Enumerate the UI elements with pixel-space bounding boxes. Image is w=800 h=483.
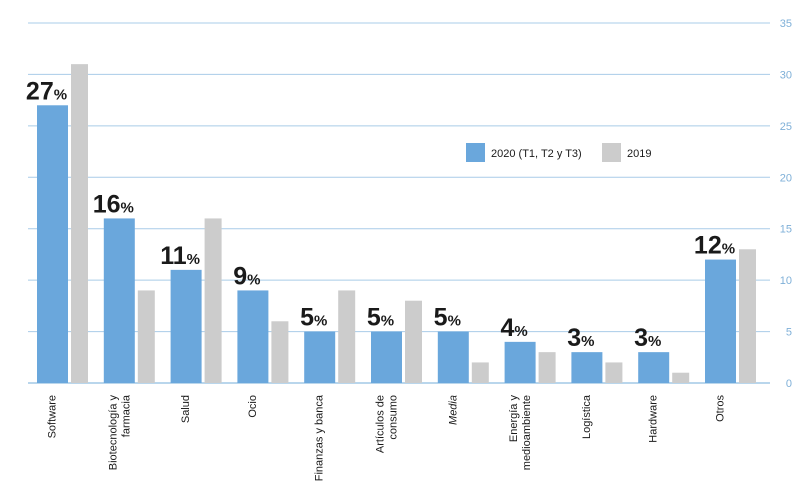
bar-2020 [371, 331, 402, 383]
data-label: 9% [233, 262, 260, 290]
bar-2020 [237, 290, 269, 383]
category-label: Biotecnología yfarmacia [107, 394, 132, 470]
category-label: Salud [180, 395, 192, 423]
bars [37, 64, 756, 384]
data-label: 12% [694, 232, 735, 260]
y-axis-ticks: 0 5 10 15 20 25 30 35 [780, 18, 792, 390]
bar-2020 [504, 341, 536, 383]
data-label: 3% [634, 324, 661, 352]
category-label: Hardware [648, 395, 660, 443]
legend-swatch [602, 143, 621, 162]
legend-swatch [466, 143, 485, 162]
data-labels: 27% 16% 11% 9% 5% 5% 5% 4% 3% 3% 12% [26, 77, 735, 352]
category-label: Media [447, 395, 459, 425]
data-label: 3% [567, 324, 594, 352]
y-tick-label: 25 [780, 121, 792, 133]
legend: 2020 (T1, T2 y T3) 2019 [466, 143, 651, 162]
bar-2019 [739, 249, 756, 383]
data-label: 11% [160, 242, 200, 270]
category-label: Logística [581, 394, 593, 439]
bar-2019 [605, 362, 623, 383]
legend-label: 2020 (T1, T2 y T3) [491, 148, 582, 160]
y-tick-label: 10 [780, 275, 792, 287]
bar-2020 [437, 331, 469, 383]
bar-2019 [471, 362, 489, 383]
y-tick-label: 30 [780, 69, 792, 81]
data-label: 16% [93, 190, 134, 218]
bar-2020 [37, 105, 68, 384]
data-label: 4% [500, 314, 527, 342]
bar-2020 [638, 352, 670, 383]
bar-2019 [204, 218, 222, 383]
category-label: Finanzas y banca [314, 394, 326, 481]
bar-2020 [103, 218, 135, 383]
category-labels: Software Biotecnología yfarmacia Salud Ocio… [47, 394, 727, 481]
bar-2019 [271, 321, 289, 383]
bar-2019 [538, 352, 556, 383]
bar-2020 [304, 331, 336, 383]
data-label: 5% [434, 304, 461, 332]
y-tick-label: 15 [780, 224, 792, 236]
bar-2019 [405, 300, 422, 383]
y-tick-label: 5 [786, 327, 792, 339]
category-label: Ocio [247, 395, 259, 418]
bar-2019 [71, 64, 88, 384]
bar-2020 [170, 269, 202, 383]
legend-label: 2019 [627, 148, 651, 160]
bar-2019 [338, 290, 356, 383]
bar-2019 [137, 290, 155, 383]
y-tick-label: 20 [780, 172, 792, 184]
bar-2020 [571, 352, 603, 383]
data-label: 27% [26, 77, 67, 105]
bar-2020 [705, 259, 736, 383]
category-label: Otros [715, 395, 727, 422]
data-label: 5% [300, 304, 327, 332]
y-tick-label: 35 [780, 18, 792, 30]
category-label: Software [47, 395, 59, 438]
bar-2019 [672, 372, 690, 383]
data-label: 5% [367, 304, 394, 332]
category-label: Artículos deconsumo [375, 395, 400, 453]
category-label: Energía ymedioambiente [508, 395, 533, 471]
y-tick-label: 0 [786, 378, 792, 390]
